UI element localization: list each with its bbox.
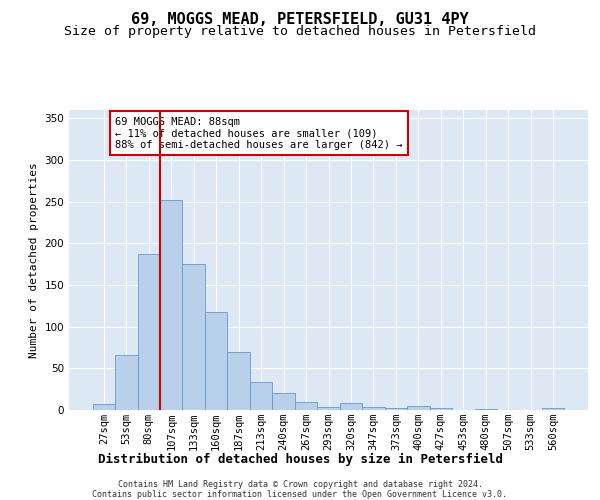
- Bar: [137, 254, 160, 410]
- Bar: [205, 312, 227, 410]
- Bar: [542, 408, 565, 410]
- Text: Contains HM Land Registry data © Crown copyright and database right 2024.
Contai: Contains HM Land Registry data © Crown c…: [92, 480, 508, 500]
- Bar: [182, 264, 205, 410]
- Text: 69 MOGGS MEAD: 88sqm
← 11% of detached houses are smaller (109)
88% of semi-deta: 69 MOGGS MEAD: 88sqm ← 11% of detached h…: [115, 116, 403, 150]
- Bar: [385, 408, 407, 410]
- Bar: [475, 409, 497, 410]
- Bar: [250, 382, 272, 410]
- Bar: [340, 404, 362, 410]
- Y-axis label: Number of detached properties: Number of detached properties: [29, 162, 39, 358]
- Bar: [430, 408, 452, 410]
- Text: 69, MOGGS MEAD, PETERSFIELD, GU31 4PY: 69, MOGGS MEAD, PETERSFIELD, GU31 4PY: [131, 12, 469, 28]
- Bar: [317, 406, 340, 410]
- Bar: [227, 352, 250, 410]
- Bar: [295, 402, 317, 410]
- Bar: [272, 392, 295, 410]
- Text: Distribution of detached houses by size in Petersfield: Distribution of detached houses by size …: [97, 452, 503, 466]
- Bar: [407, 406, 430, 410]
- Bar: [92, 404, 115, 410]
- Bar: [160, 200, 182, 410]
- Bar: [362, 406, 385, 410]
- Bar: [115, 355, 137, 410]
- Text: Size of property relative to detached houses in Petersfield: Size of property relative to detached ho…: [64, 25, 536, 38]
